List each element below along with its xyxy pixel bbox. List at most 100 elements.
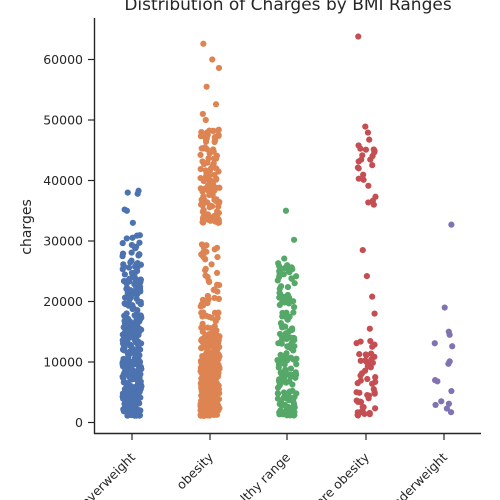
point-obesity	[202, 353, 209, 360]
point-healthy-range	[289, 387, 296, 394]
point-healthy-range	[292, 369, 299, 376]
point-overweight	[123, 310, 130, 317]
point-healthy-range	[274, 390, 282, 397]
point-severe-obesity	[365, 182, 372, 189]
point-obesity	[197, 407, 204, 414]
point-underweight	[447, 409, 455, 416]
point-overweight	[121, 294, 129, 301]
point-obesity	[197, 367, 204, 375]
point-severe-obesity	[355, 33, 362, 40]
point-severe-obesity	[361, 410, 368, 418]
point-obesity	[199, 219, 207, 226]
point-obesity	[214, 253, 221, 261]
point-obesity	[200, 193, 207, 200]
point-obesity	[199, 110, 206, 118]
point-healthy-range	[289, 381, 296, 388]
point-overweight	[119, 393, 126, 400]
point-healthy-range	[282, 408, 289, 415]
point-healthy-range	[276, 330, 284, 338]
point-overweight	[121, 317, 128, 324]
point-healthy-range	[275, 260, 282, 267]
point-overweight	[119, 253, 126, 260]
point-overweight	[122, 337, 129, 345]
point-obesity	[205, 364, 213, 371]
point-obesity	[206, 167, 213, 174]
point-underweight	[443, 405, 450, 412]
point-obesity	[197, 174, 204, 182]
point-healthy-range	[285, 371, 292, 378]
y-tick-label: 50000	[43, 113, 83, 128]
y-tick-label: 20000	[43, 294, 83, 309]
point-overweight	[121, 206, 128, 213]
point-severe-obesity	[359, 246, 366, 254]
point-overweight	[124, 189, 131, 196]
point-severe-obesity	[360, 176, 367, 183]
point-obesity	[214, 401, 221, 408]
point-underweight	[448, 387, 455, 395]
point-overweight	[128, 368, 136, 375]
point-healthy-range	[281, 401, 289, 408]
point-severe-obesity	[360, 171, 367, 178]
point-healthy-range	[280, 389, 288, 396]
point-underweight	[438, 398, 445, 405]
point-healthy-range	[293, 361, 300, 368]
point-severe-obesity	[367, 156, 374, 163]
point-healthy-range	[291, 280, 298, 287]
x-tick-label: healthy range	[221, 449, 294, 500]
point-obesity	[213, 244, 221, 251]
point-overweight	[137, 301, 144, 308]
chart-title: Distribution of Charges by BMI Ranges	[124, 0, 452, 15]
point-healthy-range	[274, 384, 282, 391]
point-overweight	[134, 408, 142, 416]
point-healthy-range	[282, 207, 290, 214]
point-healthy-range	[277, 351, 284, 359]
x-tick-label: obesity	[173, 449, 216, 492]
point-obesity	[211, 187, 218, 194]
point-obesity	[213, 175, 220, 182]
point-overweight	[137, 278, 144, 285]
point-healthy-range	[286, 412, 294, 419]
point-underweight	[441, 304, 448, 311]
point-obesity	[209, 401, 217, 408]
point-obesity	[199, 399, 206, 406]
point-obesity	[200, 244, 207, 251]
point-severe-obesity	[369, 359, 376, 366]
point-obesity	[214, 314, 221, 321]
point-severe-obesity	[355, 158, 362, 165]
point-obesity	[199, 296, 207, 303]
point-obesity	[202, 136, 210, 144]
point-overweight	[132, 354, 139, 361]
point-obesity	[213, 208, 221, 215]
point-severe-obesity	[357, 357, 364, 364]
point-obesity	[213, 269, 221, 277]
x-tick-label: underweight	[384, 449, 450, 500]
point-overweight	[129, 219, 136, 226]
point-obesity	[215, 203, 222, 210]
point-healthy-range	[290, 309, 297, 316]
point-severe-obesity	[357, 398, 365, 406]
point-overweight	[123, 284, 131, 291]
point-obesity	[204, 292, 211, 300]
point-obesity	[200, 412, 207, 419]
point-severe-obesity	[355, 175, 362, 182]
point-overweight	[136, 239, 143, 246]
point-obesity	[209, 56, 216, 63]
point-severe-obesity	[362, 357, 369, 364]
point-severe-obesity	[364, 375, 371, 383]
point-overweight	[121, 271, 128, 278]
point-obesity	[210, 286, 217, 294]
point-healthy-range	[284, 343, 291, 350]
point-severe-obesity	[369, 343, 376, 350]
point-obesity	[205, 376, 212, 383]
point-healthy-range	[290, 236, 298, 243]
x-tick-label: overweight	[78, 449, 138, 500]
point-underweight	[445, 400, 453, 407]
point-overweight	[137, 394, 144, 401]
point-severe-obesity	[362, 146, 370, 153]
point-overweight	[123, 324, 131, 332]
point-obesity	[215, 126, 222, 133]
point-overweight	[133, 232, 141, 239]
point-overweight	[128, 241, 135, 249]
point-severe-obesity	[366, 325, 373, 332]
point-healthy-range	[278, 337, 285, 344]
